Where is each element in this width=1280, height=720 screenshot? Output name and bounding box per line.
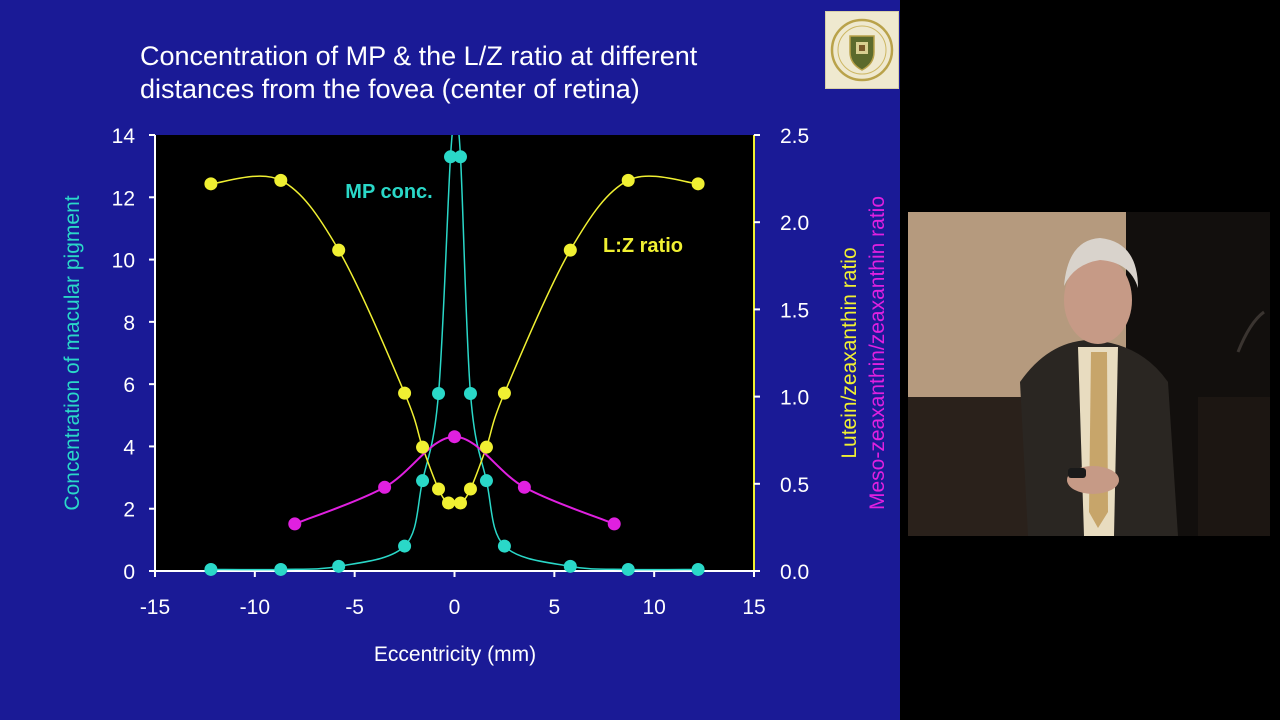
y-right-tick-label: 2.0	[780, 212, 809, 235]
y-axis-title-right: Lutein/zeaxanthin ratio	[838, 247, 861, 458]
university-crest-icon	[825, 11, 899, 89]
mp-concentration-point	[416, 474, 430, 488]
x-tick-label: -5	[345, 596, 364, 619]
y-right-tick-label: 1.0	[780, 387, 809, 410]
lz-ratio-point	[453, 496, 467, 510]
y-axis-title-right-2: Meso-zeaxanthin/zeaxanthin ratio	[866, 196, 889, 510]
lz-ratio-point	[479, 440, 493, 454]
y-right-tick-label: 2.5	[780, 125, 809, 148]
y-left-tick-label: 2	[123, 499, 135, 522]
annotation-lz-ratio: L:Z ratio	[603, 235, 683, 257]
mp-concentration-point	[563, 559, 577, 573]
y-left-tick-label: 10	[112, 250, 135, 273]
y-left-tick-label: 6	[123, 374, 135, 397]
y-left-tick-label: 8	[123, 312, 135, 335]
lz-ratio-point	[691, 177, 705, 191]
plot-area	[155, 135, 754, 571]
mp-concentration-point	[204, 562, 218, 576]
presenter-video-frame	[908, 212, 1270, 536]
lz-ratio-point	[204, 177, 218, 191]
presentation-slide: Concentration of MP & the L/Z ratio at d…	[0, 0, 900, 720]
mp-concentration-point	[432, 386, 446, 400]
y-left-tick-label: 12	[112, 187, 135, 210]
slide-title: Concentration of MP & the L/Z ratio at d…	[140, 41, 698, 104]
x-tick-label: -15	[140, 596, 170, 619]
mp-concentration-point	[691, 562, 705, 576]
lz-ratio-point	[497, 386, 511, 400]
lz-ratio-point	[621, 173, 635, 187]
lz-ratio-point	[398, 386, 412, 400]
meso-z-ratio-point	[378, 480, 392, 494]
y-right-tick-label: 0.0	[780, 561, 809, 584]
mp-concentration-point	[479, 474, 493, 488]
mp-concentration-point	[332, 559, 346, 573]
mp-concentration-point	[621, 562, 635, 576]
lz-ratio-point	[442, 496, 456, 510]
x-tick-label: 15	[742, 596, 765, 619]
lz-ratio-point	[274, 173, 288, 187]
mp-concentration-point	[463, 386, 477, 400]
lz-ratio-point	[416, 440, 430, 454]
lz-ratio-point	[563, 243, 577, 257]
y-right-tick-label: 0.5	[780, 474, 809, 497]
meso-z-ratio-point	[607, 517, 621, 531]
meso-z-ratio-point	[448, 430, 461, 444]
mp-concentration-point	[444, 150, 458, 164]
speaker-video	[908, 212, 1270, 536]
x-axis-title: Eccentricity (mm)	[374, 643, 536, 666]
meso-z-ratio-point	[288, 517, 302, 531]
x-tick-label: 0	[449, 596, 461, 619]
meso-z-ratio-point	[517, 480, 531, 494]
x-tick-label: 10	[642, 596, 665, 619]
lz-ratio-point	[432, 482, 446, 496]
x-tick-label: -10	[240, 596, 270, 619]
lz-ratio-point	[332, 243, 346, 257]
y-left-tick-label: 0	[123, 561, 135, 584]
y-right-tick-label: 1.5	[780, 299, 809, 322]
mp-concentration-point	[497, 539, 511, 553]
x-tick-label: 5	[548, 596, 560, 619]
mp-concentration-point	[274, 562, 288, 576]
annotation-mp-concentration: MP conc.	[345, 181, 432, 203]
chart: -15 -10 -5 0 5 10 15 0 2 4 6 8 10 12 14 0.0 0.5 1.0 1.5 2.0…	[61, 125, 889, 666]
y-left-tick-label: 14	[112, 125, 136, 148]
mp-concentration-point	[398, 539, 412, 553]
y-left-tick-label: 4	[123, 436, 135, 459]
mp-concentration-line	[210, 135, 699, 571]
lz-ratio-point	[463, 482, 477, 496]
y-axis-title-left: Concentration of macular pigment	[61, 195, 84, 510]
crest-graphic	[830, 18, 894, 82]
mp-concentration-point	[453, 150, 467, 164]
